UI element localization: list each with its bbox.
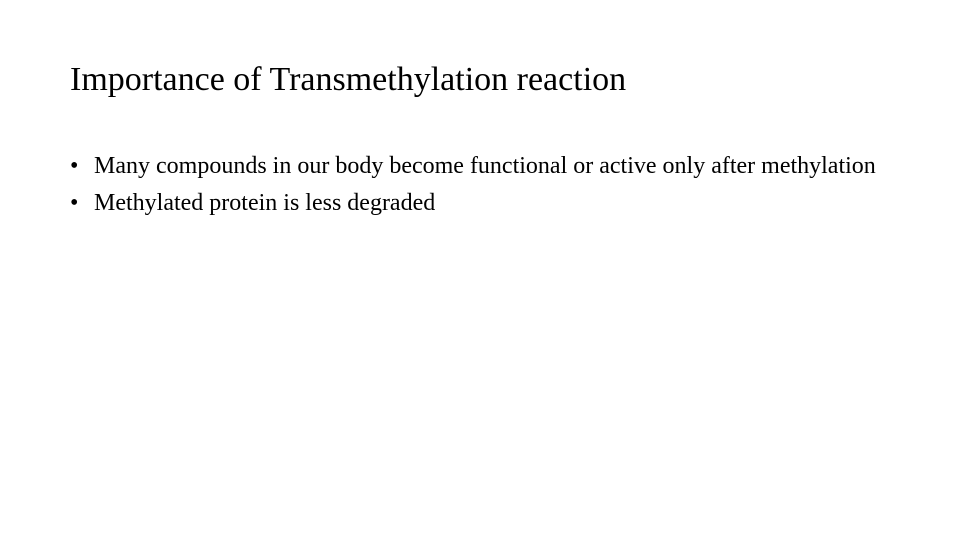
list-item: Many compounds in our body become functi… bbox=[70, 151, 890, 182]
list-item: Methylated protein is less degraded bbox=[70, 188, 890, 219]
bullet-list: Many compounds in our body become functi… bbox=[70, 151, 890, 219]
slide-container: Importance of Transmethylation reaction … bbox=[0, 0, 960, 540]
slide-title: Importance of Transmethylation reaction bbox=[70, 60, 890, 101]
